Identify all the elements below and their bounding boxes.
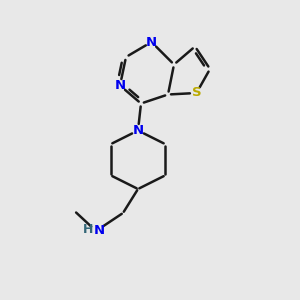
Text: N: N <box>146 35 157 49</box>
Text: N: N <box>114 79 126 92</box>
Text: N: N <box>93 224 105 238</box>
Text: N: N <box>132 124 144 137</box>
Text: H: H <box>82 223 93 236</box>
Text: S: S <box>192 86 201 100</box>
